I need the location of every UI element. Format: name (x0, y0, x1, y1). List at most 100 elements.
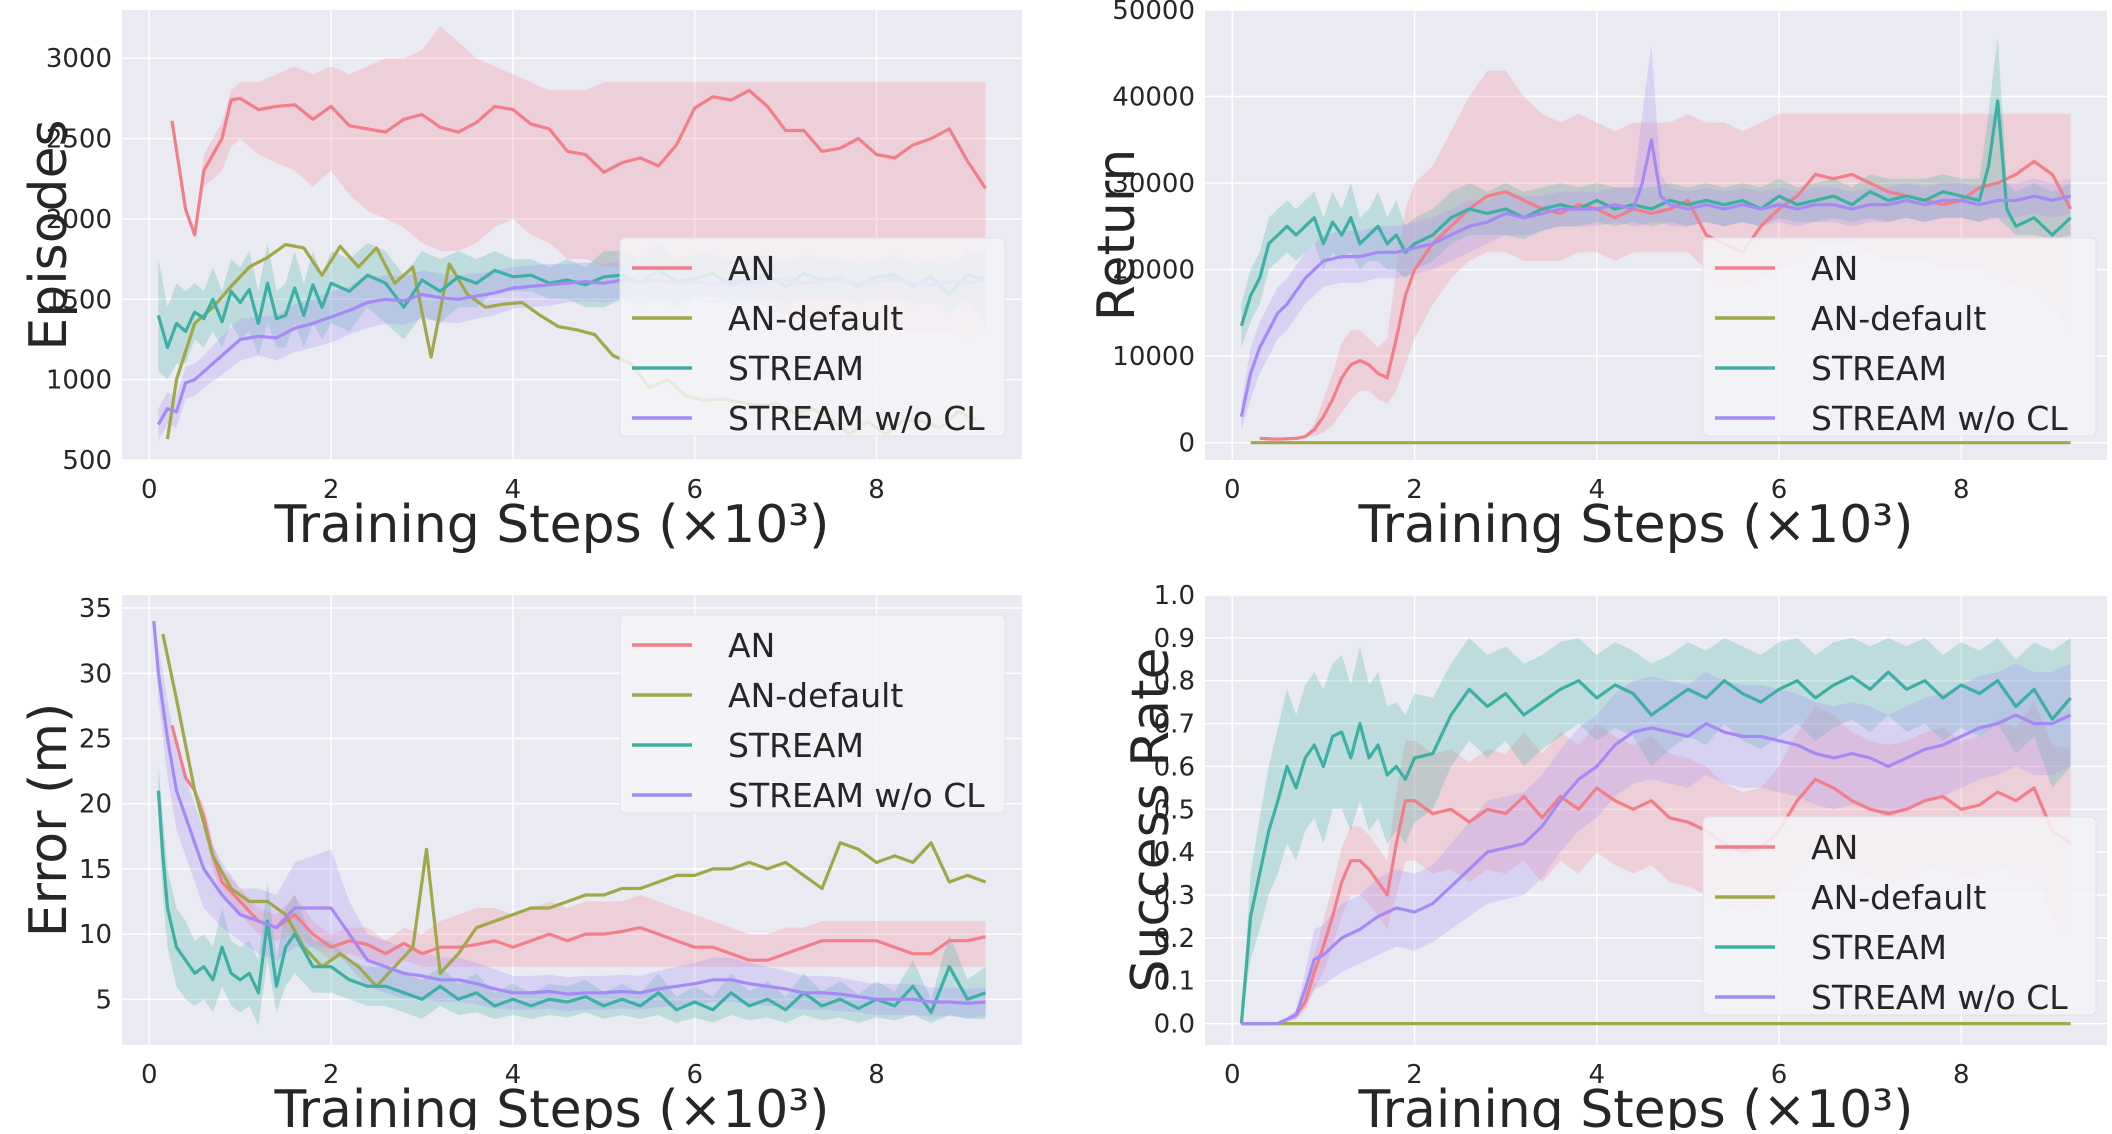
band-an (172, 725, 986, 967)
x-tick-label: 8 (1953, 475, 1970, 505)
legend: AN AN-default STREAM STREAM w/o CL (1702, 816, 2097, 1017)
band-an (1241, 702, 2071, 1024)
x-tick-label: 6 (1771, 1060, 1788, 1090)
y-tick-label: 0.6 (1154, 752, 1195, 782)
x-tick-label: 0 (1224, 475, 1241, 505)
x-axis-title: Training Steps (×10³) (274, 495, 830, 555)
panel-episodes: 0 2 4 6 8 500 1000 1500 2000 2500 3000 Training Ste… (19, 10, 1022, 555)
y-tick-label: 1500 (46, 285, 112, 315)
legend-label-an-default: AN-default (1811, 299, 1986, 338)
legend-label-an: AN (1811, 828, 1858, 867)
y-axis-title: Episodes (19, 119, 79, 350)
line-stream-w-o-cl (152, 620, 986, 1005)
y-axis-title: Success Rate (1121, 647, 1181, 992)
x-tick-label: 6 (686, 475, 703, 505)
y-tick-label: 50000 (1112, 0, 1195, 26)
x-tick-label: 4 (1589, 1060, 1606, 1090)
y-tick-label: 0.7 (1154, 710, 1195, 740)
legend-label-stream-w-o-cl: STREAM w/o CL (1811, 978, 2068, 1017)
series-group (1239, 637, 2072, 1026)
y-tick-label: 5 (95, 985, 112, 1015)
band-stream (1241, 36, 2071, 348)
y-tick-label: 2000 (46, 205, 112, 235)
series-group (152, 620, 987, 1026)
x-axis-title: Training Steps (×10³) (274, 1080, 830, 1130)
y-tick-label: 30000 (1112, 169, 1195, 199)
y-tick-label: 2500 (46, 125, 112, 155)
legend-label-an: AN (728, 249, 775, 288)
line-stream (1239, 670, 2072, 1024)
x-tick-label: 6 (686, 1060, 703, 1090)
x-tick-label: 2 (323, 1060, 340, 1090)
line-stream (156, 790, 987, 1014)
line-stream-w-o-cl (1239, 138, 2071, 418)
x-axis-title: Training Steps (×10³) (1358, 495, 1914, 555)
panel-error: 0 2 4 6 8 5 10 15 20 25 30 35 Training Steps (×10³) E… (19, 594, 1022, 1134)
x-tick-label: 6 (1771, 475, 1788, 505)
x-tick-label: 4 (1589, 475, 1606, 505)
band-stream-w-o-cl (1241, 44, 2071, 430)
y-tick-label: 3000 (46, 44, 112, 74)
x-tick-label: 8 (868, 475, 885, 505)
x-tick-label: 2 (323, 475, 340, 505)
legend: AN AN-default STREAM STREAM w/o CL (619, 237, 1006, 438)
y-tick-label: 0.4 (1154, 838, 1195, 868)
x-tick-label: 2 (1406, 1060, 1423, 1090)
legend-label-stream-w-o-cl: STREAM w/o CL (728, 776, 985, 815)
y-tick-label: 40000 (1112, 83, 1195, 113)
x-tick-label: 0 (141, 1060, 158, 1090)
legend-label-stream: STREAM (728, 349, 864, 388)
y-tick-label: 20000 (1112, 256, 1195, 286)
y-tick-label: 0.2 (1154, 924, 1195, 954)
legend-label-an-default: AN-default (728, 676, 903, 715)
legend-box (619, 237, 1006, 437)
legend-label-stream-w-o-cl: STREAM w/o CL (728, 399, 985, 438)
legend-label-stream: STREAM (1811, 349, 1947, 388)
y-tick-label: 30 (79, 659, 112, 689)
x-tick-label: 8 (1953, 1060, 1970, 1090)
y-tick-label: 35 (79, 594, 112, 624)
x-axis-title: Training Steps (×10³) (1358, 1080, 1914, 1130)
band-stream-w-o-cl (1241, 663, 2071, 1024)
y-tick-label: 15 (79, 855, 112, 885)
y-tick-label: 500 (62, 446, 112, 476)
y-tick-label: 1.0 (1154, 581, 1195, 611)
y-tick-label: 0.8 (1154, 667, 1195, 697)
legend-box (1702, 237, 2097, 437)
y-tick-label: 0.0 (1154, 1010, 1195, 1040)
x-tick-label: 8 (868, 1060, 885, 1090)
x-tick-label: 4 (505, 1060, 522, 1090)
y-tick-label: 1000 (46, 366, 112, 396)
line-stream-w-o-cl (1241, 713, 2072, 1026)
line-an (1241, 777, 2072, 1026)
legend: AN AN-default STREAM STREAM w/o CL (1702, 237, 2097, 438)
x-tick-label: 0 (1224, 1060, 1241, 1090)
line-an (170, 88, 987, 237)
legend-label-stream: STREAM (1811, 928, 1947, 967)
x-tick-label: 2 (1406, 475, 1423, 505)
legend-label-stream: STREAM (728, 726, 864, 765)
y-tick-label: 20 (79, 790, 112, 820)
y-tick-label: 25 (79, 724, 112, 754)
legend-label-an: AN (728, 626, 775, 665)
y-tick-label: 0.3 (1154, 881, 1195, 911)
y-tick-label: 0.5 (1154, 795, 1195, 825)
y-tick-label: 10 (79, 920, 112, 950)
y-axis-title: Error (m) (19, 703, 79, 938)
legend-box (1702, 816, 2097, 1016)
y-tick-label: 10000 (1112, 342, 1195, 372)
y-tick-label: 0 (1178, 429, 1195, 459)
y-tick-label: 0.9 (1154, 624, 1195, 654)
y-axis-title: Return (1087, 149, 1147, 322)
legend-box (619, 614, 1006, 814)
band-stream (1241, 637, 2071, 1024)
series-group (1239, 36, 2073, 445)
legend-label-an: AN (1811, 249, 1858, 288)
legend-label-an-default: AN-default (728, 299, 903, 338)
y-tick-label: 0.1 (1154, 967, 1195, 997)
band-stream-w-o-cl (158, 260, 986, 441)
panel-return: 0 2 4 6 8 0 10000 20000 30000 40000 50000 Training … (1087, 0, 2107, 555)
panel-success-rate: 0 2 4 6 8 0.0 0.1 0.2 0.3 0.4 0.5 0.6 0.7 0.8 0.9 1.0 Tr… (1121, 581, 2107, 1134)
